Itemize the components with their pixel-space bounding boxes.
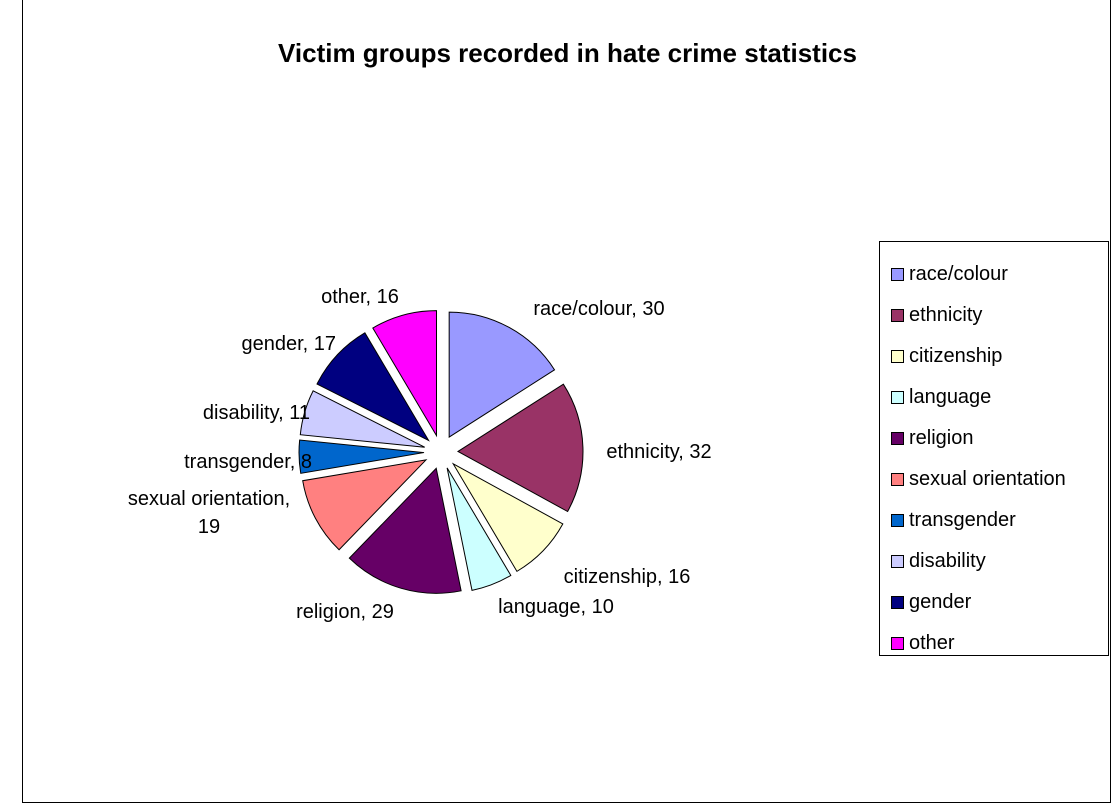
legend-swatch (891, 350, 904, 363)
legend-item-citizenship: citizenship (880, 336, 1108, 377)
data-label-sexual-orientation: sexual orientation, 19 (128, 488, 290, 538)
pie-slice-language (446, 467, 512, 591)
legend-label: ethnicity (909, 304, 983, 326)
legend-label: language (909, 386, 992, 408)
chart-title: Victim groups recorded in hate crime sta… (278, 38, 857, 68)
legend-swatch (891, 309, 904, 322)
legend-label: religion (909, 427, 974, 449)
legend-swatch (891, 391, 904, 404)
pie-slice-religion (348, 467, 462, 594)
legend-item-transgender: transgender (880, 500, 1108, 541)
legend-swatch (891, 514, 904, 527)
legend-item-other: other (880, 623, 1108, 664)
legend-item-religion: religion (880, 418, 1108, 459)
legend-swatch (891, 555, 904, 568)
legend-swatch (891, 432, 904, 445)
chart-area: Victim groups recorded in hate crime sta… (22, 0, 1111, 803)
legend-swatch (891, 596, 904, 609)
data-label-other: other, 16 (321, 286, 399, 308)
pie-slice-ethnicity (457, 383, 584, 513)
pie-slice-transgender (298, 439, 425, 474)
legend-label: sexual orientation (909, 468, 1066, 490)
pie-slice-race-colour (448, 311, 556, 439)
legend-item-sexual-orientation: sexual orientation (880, 459, 1108, 500)
data-label-religion: religion, 29 (296, 601, 394, 623)
legend-item-gender: gender (880, 582, 1108, 623)
data-label-ethnicity: ethnicity, 32 (606, 441, 711, 463)
legend-swatch (891, 473, 904, 486)
pie-slice-gender (316, 332, 430, 442)
legend-label: gender (909, 591, 972, 613)
data-label-language: language, 10 (498, 596, 614, 618)
legend: race/colour ethnicity citizenship language r… (879, 241, 1109, 656)
pie-chart: race/colour, 30 ethnicity, 32 citizenship,… (128, 286, 712, 623)
legend-item-race-colour: race/colour (880, 254, 1108, 295)
legend-item-disability: disability (880, 541, 1108, 582)
legend-label: race/colour (909, 263, 1008, 285)
pie-slice-sexual-orientation (302, 459, 428, 551)
legend-label: disability (909, 550, 986, 572)
legend-item-language: language (880, 377, 1108, 418)
legend-label: transgender (909, 509, 1016, 531)
data-label-citizenship: citizenship, 16 (564, 566, 691, 588)
legend-swatch (891, 268, 904, 281)
pie-slice-disability (299, 390, 425, 448)
data-label-gender: gender, 17 (241, 333, 336, 355)
legend-label: other (909, 632, 955, 654)
data-label-race-colour: race/colour, 30 (533, 298, 664, 320)
data-label-disability: disability, 11 (203, 402, 310, 424)
pie-slice-other (372, 310, 438, 438)
data-label-transgender: transgender, 8 (184, 451, 312, 473)
legend-label: citizenship (909, 345, 1003, 367)
legend-swatch (891, 637, 904, 650)
pie-slice-citizenship (451, 462, 564, 573)
legend-item-ethnicity: ethnicity (880, 295, 1108, 336)
